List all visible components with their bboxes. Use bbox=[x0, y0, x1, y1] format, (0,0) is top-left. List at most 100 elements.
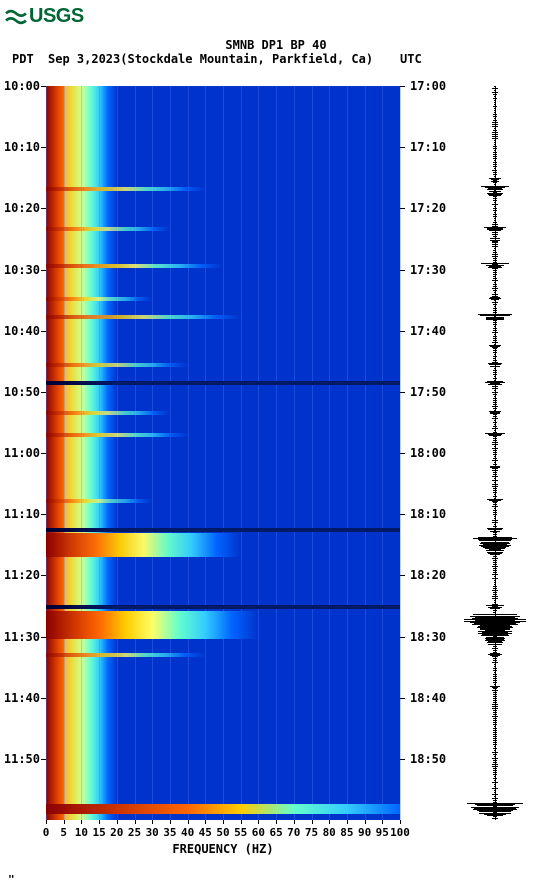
seis-noise bbox=[493, 394, 496, 395]
seis-noise bbox=[493, 148, 498, 149]
seis-noise bbox=[493, 106, 496, 107]
seis-noise bbox=[493, 736, 497, 737]
right-ytick: 17:20 bbox=[410, 201, 446, 215]
seis-spike bbox=[490, 366, 499, 367]
xtick: 40 bbox=[181, 826, 194, 839]
seis-noise bbox=[494, 202, 496, 203]
seis-noise bbox=[494, 100, 496, 101]
seis-noise bbox=[492, 716, 498, 717]
seis-spike bbox=[487, 815, 502, 816]
grid-vline bbox=[205, 86, 206, 820]
seis-spike bbox=[492, 347, 499, 348]
seismogram-trace bbox=[460, 86, 530, 820]
xtick-mark bbox=[347, 820, 348, 824]
seis-noise bbox=[493, 408, 498, 409]
seis-noise bbox=[493, 682, 497, 683]
left-ytick: 10:20 bbox=[4, 201, 40, 215]
seis-noise bbox=[493, 668, 498, 669]
seis-noise bbox=[492, 418, 498, 419]
seis-noise bbox=[492, 136, 498, 137]
seis-noise bbox=[494, 368, 497, 369]
chart-title: SMNB DP1 BP 40 bbox=[0, 38, 552, 52]
xtick-mark bbox=[46, 820, 47, 824]
seis-noise bbox=[493, 534, 496, 535]
spectro-event bbox=[46, 264, 223, 268]
seis-spike bbox=[489, 195, 500, 196]
spectro-event bbox=[46, 499, 152, 503]
xtick: 85 bbox=[340, 826, 353, 839]
seis-noise bbox=[494, 150, 497, 151]
right-ytick: 17:50 bbox=[410, 385, 446, 399]
seis-noise bbox=[493, 754, 497, 755]
grid-vline bbox=[382, 86, 383, 820]
seis-noise bbox=[494, 494, 497, 495]
seis-noise bbox=[493, 680, 496, 681]
xtick-mark bbox=[276, 820, 277, 824]
xtick: 25 bbox=[128, 826, 141, 839]
grid-vline bbox=[312, 86, 313, 820]
seis-noise bbox=[493, 762, 498, 763]
seis-noise bbox=[492, 244, 498, 245]
seis-noise bbox=[494, 160, 497, 161]
seis-noise bbox=[492, 138, 498, 139]
spectro-event bbox=[46, 187, 205, 191]
seis-noise bbox=[492, 268, 497, 269]
seis-noise bbox=[493, 174, 496, 175]
seis-noise bbox=[493, 258, 498, 259]
seis-noise bbox=[493, 612, 496, 613]
seis-noise bbox=[492, 88, 498, 89]
seis-noise bbox=[493, 154, 497, 155]
seis-noise bbox=[493, 496, 497, 497]
seis-noise bbox=[493, 734, 497, 735]
seis-noise bbox=[493, 308, 498, 309]
seis-noise bbox=[493, 416, 498, 417]
seis-noise bbox=[493, 454, 496, 455]
xtick-mark bbox=[188, 820, 189, 824]
seis-noise bbox=[492, 448, 498, 449]
left-ytick: 10:10 bbox=[4, 140, 40, 154]
seis-noise bbox=[493, 310, 498, 311]
left-ytick: 10:40 bbox=[4, 324, 40, 338]
seis-noise bbox=[493, 742, 498, 743]
seis-noise bbox=[494, 600, 496, 601]
grid-vline bbox=[81, 86, 82, 820]
right-ytick: 18:30 bbox=[410, 630, 446, 644]
grid-vline bbox=[188, 86, 189, 820]
seis-noise bbox=[493, 696, 498, 697]
seis-noise bbox=[493, 400, 497, 401]
seis-noise bbox=[492, 124, 498, 125]
spectro-event bbox=[46, 653, 205, 657]
seis-noise bbox=[492, 690, 497, 691]
xtick: 70 bbox=[287, 826, 300, 839]
seis-noise bbox=[492, 476, 497, 477]
left-ytick: 11:40 bbox=[4, 691, 40, 705]
seis-noise bbox=[493, 114, 497, 115]
seis-noise bbox=[494, 584, 497, 585]
usgs-logo: USGS bbox=[5, 5, 84, 28]
seis-noise bbox=[492, 566, 498, 567]
seis-noise bbox=[494, 796, 497, 797]
seis-noise bbox=[493, 372, 497, 373]
seis-noise bbox=[492, 134, 498, 135]
seis-noise bbox=[492, 442, 497, 443]
left-ytick: 11:10 bbox=[4, 507, 40, 521]
seis-spike bbox=[488, 644, 501, 645]
left-ytick: 10:50 bbox=[4, 385, 40, 399]
seis-noise bbox=[493, 162, 496, 163]
grid-vline bbox=[170, 86, 171, 820]
utc-label: UTC bbox=[400, 52, 422, 66]
xtick: 90 bbox=[358, 826, 371, 839]
seis-noise bbox=[493, 440, 498, 441]
seis-noise bbox=[493, 172, 498, 173]
right-ytick: 18:00 bbox=[410, 446, 446, 460]
left-ytick: 10:00 bbox=[4, 79, 40, 93]
spectro-event bbox=[46, 611, 258, 639]
seis-noise bbox=[494, 110, 496, 111]
seis-noise bbox=[492, 782, 498, 783]
seis-noise bbox=[493, 270, 498, 271]
seis-noise bbox=[493, 352, 497, 353]
seis-noise bbox=[493, 588, 498, 589]
seis-noise bbox=[493, 360, 497, 361]
seis-spike bbox=[489, 191, 500, 192]
seis-noise bbox=[493, 770, 496, 771]
